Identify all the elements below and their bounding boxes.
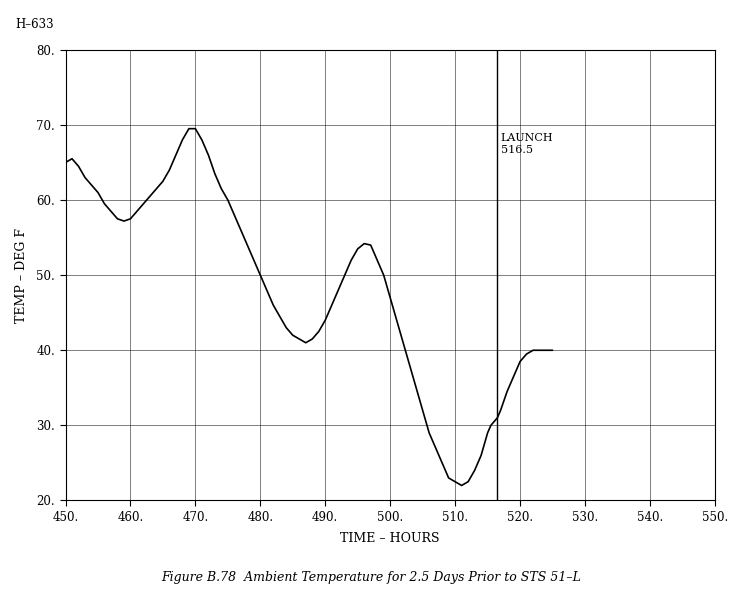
X-axis label: TIME – HOURS: TIME – HOURS: [340, 532, 440, 545]
Y-axis label: TEMP – DEG F: TEMP – DEG F: [15, 228, 28, 322]
Text: Figure B.78  Ambient Temperature for 2.5 Days Prior to STS 51–L: Figure B.78 Ambient Temperature for 2.5 …: [161, 571, 582, 584]
Text: H–633: H–633: [15, 18, 53, 31]
Text: LAUNCH
516.5: LAUNCH 516.5: [501, 134, 554, 155]
